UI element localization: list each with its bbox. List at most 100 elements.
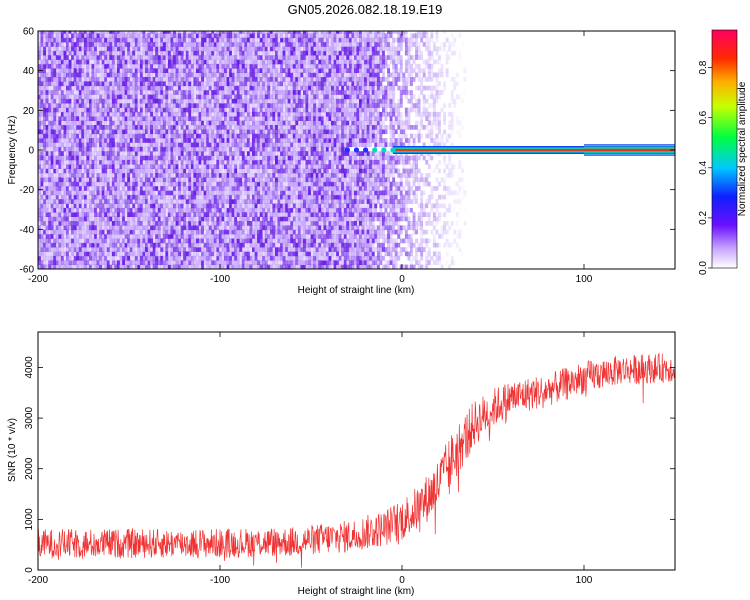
noise-cell [167,68,171,73]
noise-cell [152,116,156,121]
noise-cell [45,72,49,78]
noise-cell [259,59,263,65]
noise-cell [145,94,148,100]
noise-cell [71,229,74,235]
noise-cell [38,251,41,257]
noise-cell [236,186,240,191]
noise-cell [81,146,85,152]
noise-cell [142,94,146,100]
noise-cell [129,151,133,156]
noise-cell [190,229,194,235]
noise-cell [76,116,80,121]
noise-cell [208,72,212,78]
noise-cell [81,173,85,178]
noise-cell [244,85,248,91]
noise-cell [229,68,232,73]
noise-cell [216,125,220,130]
noise-cell [147,168,151,174]
noise-cell [196,199,199,204]
noise-cell [239,164,243,169]
noise-cell [234,164,238,169]
noise-cell [236,33,240,39]
noise-cell [165,55,169,60]
noise-cell [216,216,220,222]
noise-cell [137,125,141,130]
noise-cell [252,212,255,217]
noise-cell [150,129,153,135]
noise-cell [78,199,82,204]
noise-cell [201,264,204,269]
noise-cell [257,164,260,169]
noise-cell [180,125,184,130]
noise-cell [94,151,97,156]
noise-cell [73,225,77,231]
noise-cell [145,216,148,222]
noise-cell [101,81,105,87]
noise-cell [178,111,181,117]
noise-cell [185,37,189,43]
figure-title: GN05.2026.082.18.19.E19 [288,2,443,17]
noise-cell [185,107,189,113]
noise-cell [267,159,271,165]
noise-cell [165,260,169,265]
noise-cell [262,221,266,226]
noise-cell [99,151,103,156]
noise-cell [257,33,260,39]
noise-cell [50,33,54,39]
noise-cell [196,50,199,56]
noise-cell [55,33,59,39]
noise-cell [246,251,250,257]
noise-cell [198,238,202,244]
noise-cell [264,146,268,152]
noise-cell [81,81,85,87]
noise-cell [203,207,207,213]
noise-cell [43,238,46,244]
noise-cell [63,203,67,209]
noise-cell [173,207,176,213]
noise-cell [40,98,44,104]
noise-cell [58,63,62,69]
noise-cell [106,155,110,161]
noise-cell [259,186,263,191]
noise-cell [236,138,240,143]
noise-cell [106,216,110,222]
noise-cell [183,94,187,100]
noise-cell [264,186,268,191]
noise-cell [132,116,136,121]
noise-cell [203,173,207,178]
noise-cell [211,242,215,248]
noise-cell [78,251,82,257]
noise-cell [167,138,171,143]
noise-cell [224,216,227,222]
noise-cell [170,164,174,169]
noise-cell [241,125,245,130]
noise-cell [68,46,72,52]
noise-cell [40,159,44,165]
noise-cell [104,168,108,174]
noise-cell [236,98,240,104]
noise-cell [101,98,105,104]
noise-cell [66,194,69,200]
noise-cell [91,234,95,239]
noise-cell [216,255,220,261]
noise-cell [53,90,57,95]
noise-cell [218,151,222,156]
noise-cell [150,159,153,165]
noise-cell [122,133,125,139]
noise-cell [196,159,199,165]
noise-cell [241,68,245,73]
noise-cell [99,68,103,73]
noise-cell [155,59,159,65]
noise-cell [173,142,176,148]
noise-cell [180,264,184,269]
noise-cell [132,260,136,265]
noise-cell [259,55,263,60]
noise-cell [262,46,266,52]
noise-cell [259,238,263,244]
noise-cell [137,164,141,169]
noise-cell [99,55,103,60]
noise-cell [111,203,115,209]
noise-cell [183,103,187,108]
noise-cell [239,173,243,178]
noise-cell [104,37,108,43]
